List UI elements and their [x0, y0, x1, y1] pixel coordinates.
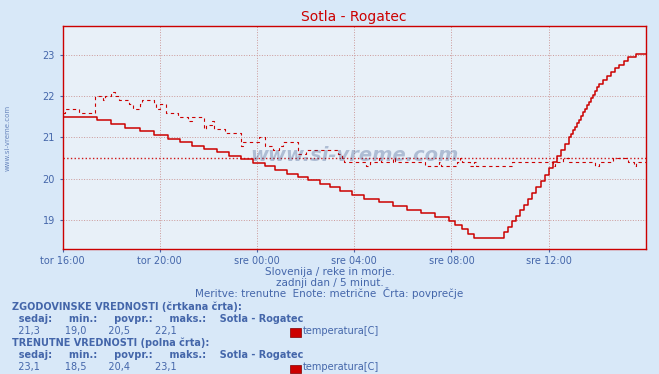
Title: Sotla - Rogatec: Sotla - Rogatec	[301, 10, 407, 24]
Text: sedaj:     min.:     povpr.:     maks.:    Sotla - Rogatec: sedaj: min.: povpr.: maks.: Sotla - Roga…	[12, 315, 303, 324]
Text: Meritve: trenutne  Enote: metrične  Črta: povprečje: Meritve: trenutne Enote: metrične Črta: …	[195, 287, 464, 299]
Text: www.si-vreme.com: www.si-vreme.com	[5, 105, 11, 171]
Text: Slovenija / reke in morje.: Slovenija / reke in morje.	[264, 267, 395, 277]
Text: www.si-vreme.com: www.si-vreme.com	[250, 146, 459, 165]
Text: zadnji dan / 5 minut.: zadnji dan / 5 minut.	[275, 278, 384, 288]
Text: temperatura[C]: temperatura[C]	[303, 362, 380, 372]
Text: TRENUTNE VREDNOSTI (polna črta):: TRENUTNE VREDNOSTI (polna črta):	[12, 337, 210, 348]
Text: ZGODOVINSKE VREDNOSTI (črtkana črta):: ZGODOVINSKE VREDNOSTI (črtkana črta):	[12, 302, 242, 312]
Text: 21,3        19,0       20,5        22,1: 21,3 19,0 20,5 22,1	[12, 326, 177, 335]
Text: temperatura[C]: temperatura[C]	[303, 326, 380, 335]
Text: 23,1        18,5       20,4        23,1: 23,1 18,5 20,4 23,1	[12, 362, 177, 372]
Text: sedaj:     min.:     povpr.:     maks.:    Sotla - Rogatec: sedaj: min.: povpr.: maks.: Sotla - Roga…	[12, 350, 303, 360]
